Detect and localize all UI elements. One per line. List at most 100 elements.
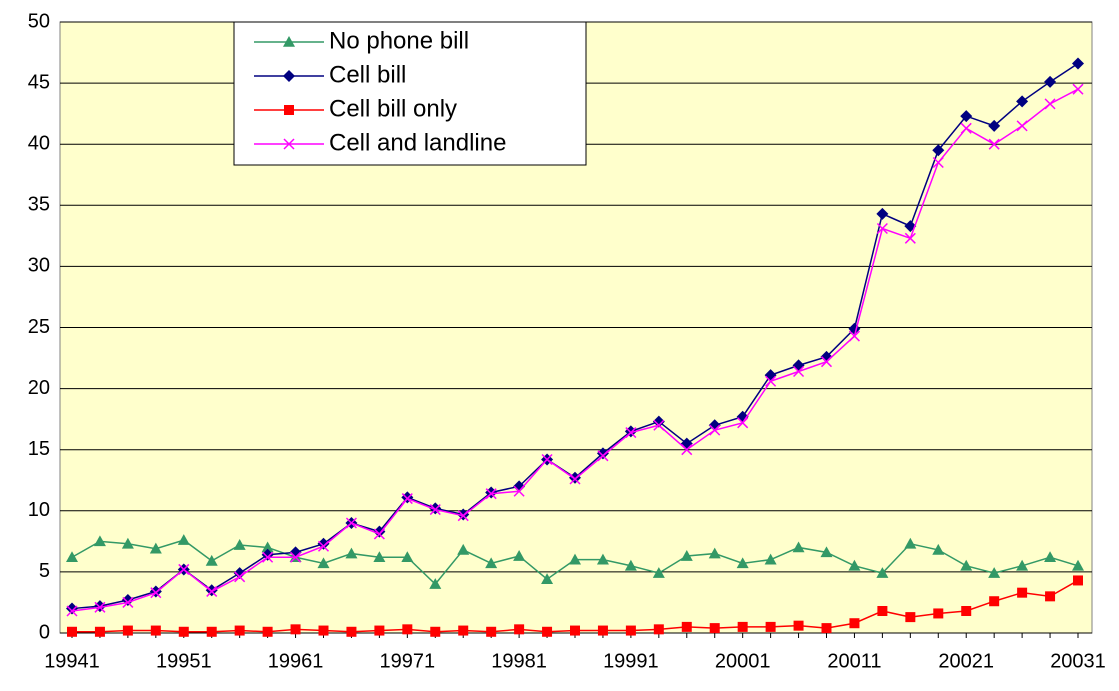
x-tick-label: 19961 — [268, 650, 324, 672]
marker — [904, 232, 916, 244]
marker — [1016, 559, 1029, 571]
marker — [283, 36, 295, 47]
marker — [905, 612, 916, 623]
marker — [178, 563, 190, 575]
marker — [150, 625, 161, 636]
marker — [709, 623, 720, 634]
marker — [1073, 575, 1083, 586]
marker — [373, 528, 385, 540]
x-tick-label: 19941 — [44, 650, 100, 672]
marker — [569, 471, 581, 484]
marker — [624, 559, 637, 571]
marker — [402, 624, 413, 635]
marker — [988, 119, 1001, 132]
marker — [737, 417, 749, 429]
marker — [848, 559, 861, 571]
x-tick-label: 20001 — [715, 650, 771, 672]
marker — [960, 559, 973, 571]
legend-label: Cell bill — [329, 61, 406, 88]
marker — [1072, 57, 1084, 70]
y-tick-label: 20 — [28, 377, 50, 399]
y-tick-label: 40 — [28, 132, 50, 154]
marker — [513, 485, 525, 497]
marker — [764, 553, 777, 565]
marker — [122, 625, 133, 636]
marker — [708, 419, 721, 432]
marker — [401, 493, 413, 505]
marker — [653, 624, 664, 635]
series — [67, 575, 1083, 637]
marker — [933, 608, 944, 619]
marker — [93, 535, 106, 547]
legend-label: Cell and landline — [329, 129, 506, 156]
marker — [597, 450, 609, 462]
marker — [66, 551, 78, 563]
marker — [317, 557, 330, 569]
marker — [373, 525, 386, 538]
marker — [1044, 551, 1057, 563]
marker — [346, 626, 357, 637]
marker — [67, 626, 77, 637]
marker — [486, 626, 497, 637]
x-tick-label: 20021 — [938, 650, 994, 672]
marker — [513, 550, 526, 561]
marker — [401, 551, 414, 563]
marker — [345, 547, 358, 559]
marker — [66, 605, 78, 617]
series — [66, 534, 1084, 589]
marker — [793, 365, 805, 378]
marker — [792, 541, 805, 553]
marker — [793, 620, 804, 631]
marker — [485, 488, 497, 500]
marker — [513, 480, 526, 493]
marker — [765, 621, 776, 632]
marker — [681, 444, 693, 456]
marker — [283, 70, 295, 82]
marker — [458, 625, 469, 636]
marker — [206, 585, 218, 597]
x-tick-label: 19991 — [603, 650, 659, 672]
marker — [765, 375, 777, 387]
marker — [1016, 120, 1028, 132]
marker — [234, 625, 245, 636]
legend-label: No phone bill — [329, 27, 469, 54]
marker — [122, 596, 134, 608]
marker — [66, 602, 78, 615]
marker — [652, 415, 665, 428]
marker — [317, 540, 330, 552]
marker — [652, 567, 665, 578]
marker — [821, 623, 832, 634]
marker — [625, 427, 637, 439]
marker — [820, 546, 833, 558]
marker — [877, 606, 888, 617]
marker — [1045, 591, 1056, 602]
x-tick-label: 19981 — [491, 650, 547, 672]
marker — [345, 517, 357, 529]
marker — [262, 551, 274, 563]
marker — [904, 537, 917, 549]
x-tick-label: 19971 — [380, 650, 436, 672]
marker — [708, 547, 721, 559]
marker — [876, 567, 889, 578]
marker — [283, 138, 295, 150]
marker — [961, 606, 972, 617]
marker — [318, 625, 329, 636]
marker — [848, 330, 860, 342]
marker — [121, 537, 134, 549]
marker — [1072, 559, 1084, 571]
marker — [542, 626, 553, 637]
y-tick-label: 5 — [39, 560, 50, 582]
marker — [94, 601, 106, 613]
marker — [178, 626, 189, 637]
x-tick-label: 20031 — [1050, 650, 1106, 672]
marker — [373, 551, 386, 563]
marker — [597, 625, 608, 636]
marker — [960, 110, 973, 123]
x-tick-label: 19951 — [156, 650, 212, 672]
legend-label: Cell bill only — [329, 95, 457, 122]
y-tick-label: 50 — [28, 10, 50, 32]
marker — [233, 567, 246, 580]
y-tick-label: 15 — [28, 438, 50, 460]
y-tick-label: 0 — [39, 621, 50, 643]
marker — [374, 625, 385, 636]
